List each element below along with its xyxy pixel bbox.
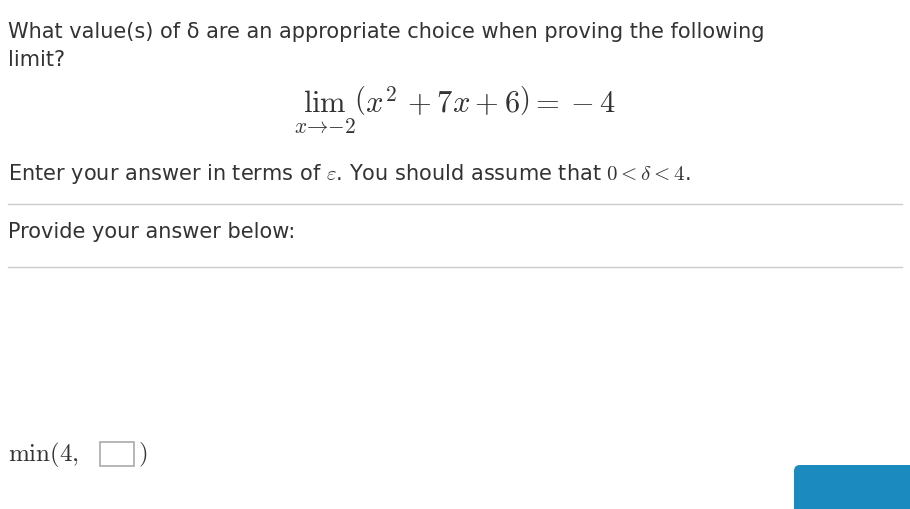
Text: $)$: $)$ bbox=[138, 440, 147, 468]
Text: Provide your answer below:: Provide your answer below: bbox=[8, 221, 295, 242]
FancyBboxPatch shape bbox=[100, 442, 134, 466]
Text: Enter your answer in terms of $\varepsilon$. You should assume that $0 < \delta : Enter your answer in terms of $\varepsil… bbox=[8, 162, 691, 186]
Text: What value(s) of δ are an appropriate choice when proving the following: What value(s) of δ are an appropriate ch… bbox=[8, 22, 764, 42]
Text: $\lim_{x \to -2}\left(x^2 + 7x + 6\right) = -4$: $\lim_{x \to -2}\left(x^2 + 7x + 6\right… bbox=[294, 84, 616, 135]
Text: $\mathrm{min}(4,$: $\mathrm{min}(4,$ bbox=[8, 440, 79, 469]
FancyBboxPatch shape bbox=[794, 465, 910, 509]
Text: limit?: limit? bbox=[8, 50, 66, 70]
